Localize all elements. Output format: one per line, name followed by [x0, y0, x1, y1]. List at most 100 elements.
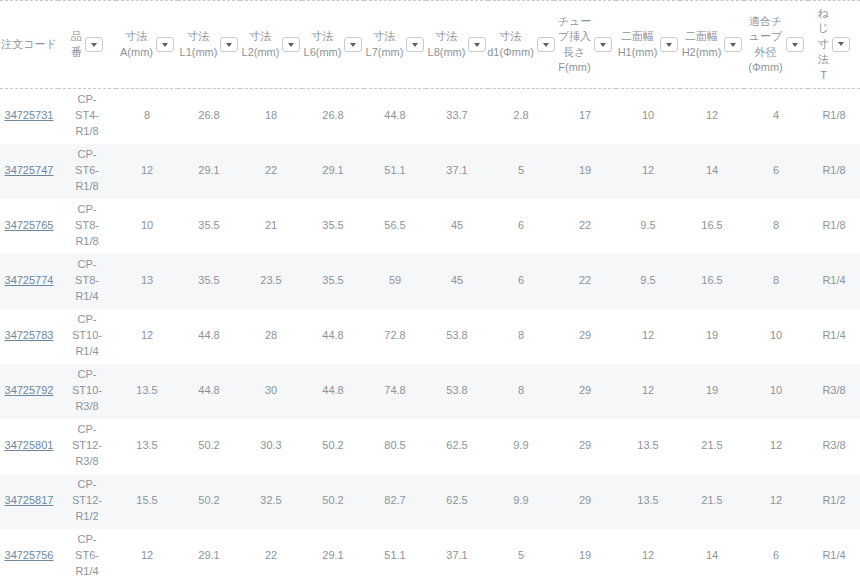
- dimension-value-cell: R1/4: [808, 529, 860, 576]
- dimension-value-cell: 26.8: [178, 89, 240, 144]
- filter-dropdown-button[interactable]: [406, 37, 424, 52]
- dimension-value-cell: 21: [240, 199, 302, 254]
- spec-table: 注文コード 品 番 寸法 A(mm) 寸法 L1(mm) 寸法 L2(mm) 寸…: [0, 0, 860, 576]
- dimension-value-cell: 45: [426, 199, 488, 254]
- order-code-link[interactable]: 34725801: [5, 439, 54, 451]
- column-label: 寸法 d1(Φmm): [487, 29, 534, 60]
- dimension-value-cell: 80.5: [364, 419, 426, 474]
- dimension-value-cell: 29: [554, 474, 616, 529]
- column-label: 二面幅 H2(mm): [682, 29, 722, 60]
- column-header-width-h2: 二面幅 H2(mm): [680, 1, 744, 89]
- filter-dropdown-button[interactable]: [594, 37, 612, 52]
- dimension-value-cell: 12: [616, 529, 680, 576]
- chevron-down-icon: [838, 42, 844, 46]
- dimension-value-cell: R1/8: [808, 199, 860, 254]
- part-number-cell: CP-ST6-R1/4: [58, 529, 116, 576]
- order-code-link[interactable]: 34725747: [5, 164, 54, 176]
- dimension-value-cell: 29.1: [302, 529, 364, 576]
- filter-dropdown-button[interactable]: [220, 37, 238, 52]
- dimension-value-cell: 37.1: [426, 144, 488, 199]
- table-row: 34725817 CP-ST12-R1/2 15.550.232.550.282…: [0, 474, 860, 529]
- dimension-value-cell: 4: [744, 89, 808, 144]
- table-row: 34725783 CP-ST10-R1/4 1244.82844.872.853…: [0, 309, 860, 364]
- dimension-value-cell: 5: [488, 144, 554, 199]
- part-number-cell: CP-ST4-R1/8: [58, 89, 116, 144]
- dimension-value-cell: 16.5: [680, 199, 744, 254]
- dimension-value-cell: 44.8: [302, 364, 364, 419]
- chevron-down-icon: [412, 43, 418, 47]
- column-header-dim-d1: 寸法 d1(Φmm): [488, 1, 554, 89]
- order-code-cell: 34725756: [0, 529, 58, 576]
- filter-dropdown-button[interactable]: [468, 37, 486, 52]
- order-code-cell: 34725792: [0, 364, 58, 419]
- filter-dropdown-button[interactable]: [282, 37, 300, 52]
- dimension-value-cell: 53.8: [426, 364, 488, 419]
- column-header-width-h1: 二面幅 H1(mm): [616, 1, 680, 89]
- dimension-value-cell: 15.5: [116, 474, 178, 529]
- dimension-value-cell: 14: [680, 529, 744, 576]
- chevron-down-icon: [666, 43, 672, 47]
- chevron-down-icon: [288, 43, 294, 47]
- chevron-down-icon: [91, 43, 97, 47]
- filter-dropdown-button[interactable]: [156, 37, 174, 52]
- dimension-value-cell: 14: [680, 144, 744, 199]
- dimension-value-cell: R3/8: [808, 364, 860, 419]
- dimension-value-cell: 37.1: [426, 529, 488, 576]
- part-number-cell: CP-ST10-R3/8: [58, 364, 116, 419]
- dimension-value-cell: 13: [116, 254, 178, 309]
- dimension-value-cell: 17: [554, 89, 616, 144]
- part-number: CP-ST6-R1/8: [70, 147, 104, 195]
- dimension-value-cell: 6: [744, 529, 808, 576]
- chevron-down-icon: [226, 43, 232, 47]
- filter-dropdown-button[interactable]: [786, 37, 804, 52]
- dimension-value-cell: 8: [488, 364, 554, 419]
- order-code-link[interactable]: 34725817: [5, 494, 54, 506]
- column-header-dim-a: 寸法 A(mm): [116, 1, 178, 89]
- dimension-value-cell: 16.5: [680, 254, 744, 309]
- column-label: 適合チ ューブ 外径 (Φmm): [748, 14, 782, 76]
- dimension-value-cell: 72.8: [364, 309, 426, 364]
- filter-dropdown-button[interactable]: [537, 37, 555, 52]
- dimension-value-cell: 59: [364, 254, 426, 309]
- order-code-link[interactable]: 34725756: [5, 549, 54, 561]
- dimension-value-cell: 30.3: [240, 419, 302, 474]
- dimension-value-cell: 10: [744, 364, 808, 419]
- dimension-value-cell: 30: [240, 364, 302, 419]
- part-number: CP-ST10-R3/8: [70, 367, 104, 415]
- dimension-value-cell: 35.5: [302, 254, 364, 309]
- order-code-link[interactable]: 34725731: [5, 109, 54, 121]
- filter-dropdown-button[interactable]: [724, 37, 742, 52]
- column-header-dim-l7: 寸法 L7(mm): [364, 1, 426, 89]
- column-label: 品 番: [71, 29, 82, 60]
- dimension-value-cell: 9.5: [616, 199, 680, 254]
- dimension-value-cell: 13.5: [616, 474, 680, 529]
- order-code-link[interactable]: 34725765: [5, 219, 54, 231]
- part-number-cell: CP-ST6-R1/8: [58, 144, 116, 199]
- dimension-value-cell: 12: [744, 474, 808, 529]
- dimension-value-cell: 12: [680, 89, 744, 144]
- filter-dropdown-button[interactable]: [85, 37, 103, 52]
- filter-dropdown-button[interactable]: [344, 37, 362, 52]
- order-code-link[interactable]: 34725774: [5, 274, 54, 286]
- order-code-link[interactable]: 34725783: [5, 329, 54, 341]
- dimension-value-cell: 26.8: [302, 89, 364, 144]
- order-code-link[interactable]: 34725792: [5, 384, 54, 396]
- chevron-down-icon: [600, 43, 606, 47]
- dimension-value-cell: 21.5: [680, 419, 744, 474]
- dimension-value-cell: 29.1: [178, 529, 240, 576]
- dimension-value-cell: 13.5: [616, 419, 680, 474]
- dimension-value-cell: 21.5: [680, 474, 744, 529]
- dimension-value-cell: 22: [240, 529, 302, 576]
- column-label: 寸法 A(mm): [120, 29, 153, 60]
- dimension-value-cell: 13.5: [116, 364, 178, 419]
- dimension-value-cell: 44.8: [178, 364, 240, 419]
- dimension-value-cell: 22: [554, 199, 616, 254]
- filter-dropdown-button[interactable]: [832, 37, 850, 52]
- dimension-value-cell: 22: [240, 144, 302, 199]
- filter-dropdown-button[interactable]: [660, 37, 678, 52]
- order-code-cell: 34725774: [0, 254, 58, 309]
- dimension-value-cell: 29: [554, 364, 616, 419]
- dimension-value-cell: 29.1: [178, 144, 240, 199]
- column-label: 寸法 L6(mm): [304, 29, 342, 60]
- dimension-value-cell: 6: [488, 199, 554, 254]
